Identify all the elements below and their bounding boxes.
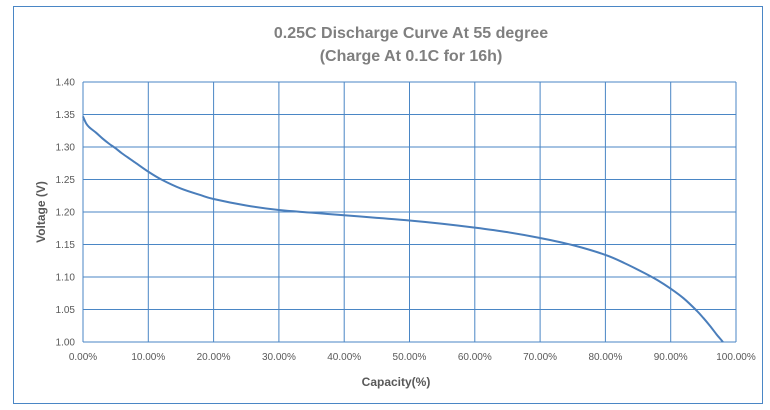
x-tick-label: 90.00% — [654, 352, 688, 363]
chart-subtitle: (Charge At 0.1C for 16h) — [320, 48, 503, 65]
chart-frame — [13, 6, 763, 404]
series-layer — [82, 116, 724, 343]
y-tick-label: 1.00 — [56, 338, 76, 349]
x-tick-label: 50.00% — [393, 352, 427, 363]
x-tick-label: 40.00% — [327, 352, 361, 363]
x-tick-label: 20.00% — [197, 352, 231, 363]
x-tick-label: 70.00% — [523, 352, 557, 363]
x-axis-title: Capacity(%) — [362, 375, 431, 389]
discharge-series-line — [82, 116, 724, 343]
y-tick-label: 1.35 — [56, 110, 76, 121]
y-tick-label: 1.15 — [56, 240, 76, 251]
y-tick-label: 1.10 — [56, 273, 76, 284]
x-tick-label: 30.00% — [262, 352, 296, 363]
y-tick-label: 1.20 — [56, 208, 76, 219]
x-tick-label: 60.00% — [458, 352, 492, 363]
y-tick-label: 1.40 — [56, 78, 76, 89]
y-axis-title: Voltage (V) — [34, 181, 48, 243]
x-tick-label: 0.00% — [69, 352, 97, 363]
y-tick-label: 1.25 — [56, 175, 76, 186]
chart-title: 0.25C Discharge Curve At 55 degree — [274, 25, 548, 42]
x-tick-label: 100.00% — [716, 352, 756, 363]
y-tick-label: 1.05 — [56, 305, 76, 316]
grid-layer — [82, 81, 737, 343]
x-tick-label: 10.00% — [131, 352, 165, 363]
x-tick-labels: 0.00% 10.00% 20.00% 30.00% 40.00% 50.00% 60.00… — [69, 352, 756, 363]
x-tick-label: 80.00% — [588, 352, 622, 363]
y-tick-label: 1.30 — [56, 143, 76, 154]
y-tick-labels: 1.00 1.05 1.10 1.15 1.20 1.25 1.30 1.35 1.40 — [56, 78, 76, 349]
